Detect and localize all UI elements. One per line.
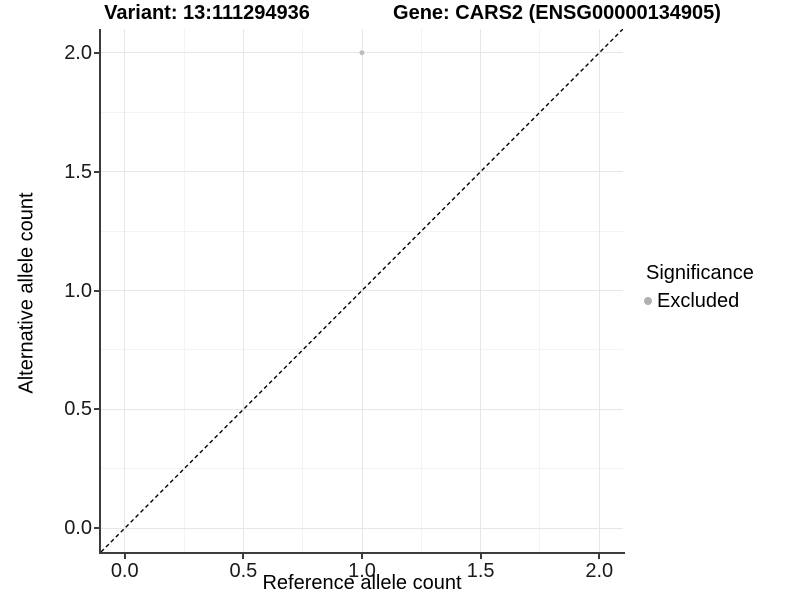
x-tick-label: 1.0 — [348, 560, 376, 582]
x-tick — [598, 554, 601, 559]
legend-title: Significance — [646, 262, 754, 284]
grid-major-y — [101, 290, 623, 291]
y-tick-label: 0.5 — [64, 398, 92, 421]
x-tick — [123, 554, 126, 559]
grid-layer — [101, 29, 623, 552]
y-tick — [94, 51, 99, 54]
x-tick-label: 0.0 — [110, 560, 139, 582]
y-tick-label: 2.0 — [64, 41, 92, 64]
gene-title: Gene: CARS2 (ENSG00000134905) — [393, 2, 721, 24]
x-tick — [479, 554, 482, 559]
y-tick-label: 1.5 — [64, 160, 92, 183]
y-axis-title: Alternative allele count — [15, 192, 38, 394]
x-axis-title: Reference allele count — [262, 572, 462, 594]
x-tick-label: 1.5 — [466, 560, 495, 582]
grid-major-y — [101, 527, 623, 529]
data-point — [359, 50, 365, 56]
y-tick-label: 1.0 — [64, 279, 92, 302]
grid-major-y — [101, 171, 623, 173]
plot-panel — [101, 29, 623, 552]
x-axis-line — [99, 552, 625, 554]
y-tick — [94, 170, 99, 173]
variant-title: Variant: 13:111294936 — [104, 2, 310, 24]
legend-item-excluded: Excluded — [644, 290, 800, 312]
y-tick — [94, 408, 99, 411]
y-axis-line — [99, 29, 101, 554]
y-tick — [94, 289, 99, 292]
x-tick-label: 2.0 — [585, 560, 614, 582]
excluded-point-icon — [644, 297, 652, 305]
x-tick — [361, 554, 363, 559]
x-tick — [242, 554, 245, 559]
legend-item-label: Excluded — [657, 290, 740, 312]
grid-major-y — [101, 408, 623, 410]
y-tick — [94, 527, 99, 530]
x-tick-label: 0.5 — [229, 560, 258, 582]
plot-canvas — [101, 29, 623, 552]
legend: Significance Excluded — [644, 261, 800, 312]
y-tick-label: 0.0 — [64, 517, 92, 540]
identity-dashed-line — [101, 29, 623, 552]
